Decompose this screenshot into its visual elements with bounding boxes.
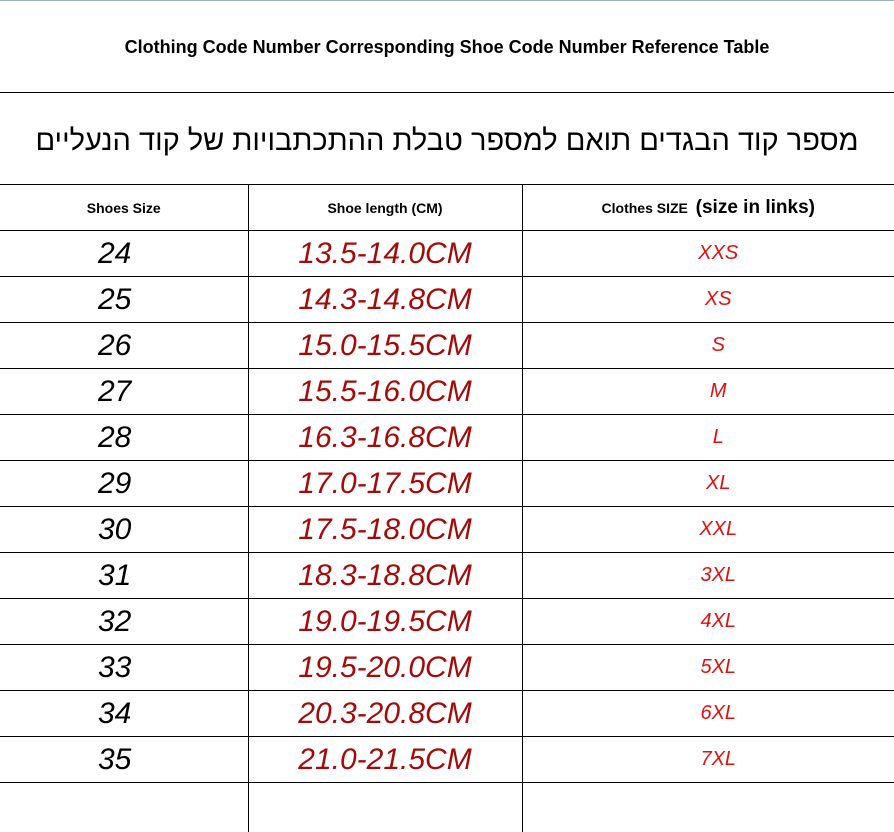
table-cell: S xyxy=(521,322,894,369)
table-cell: 13.5-14.0CM xyxy=(247,230,522,277)
header-note: (size in links) xyxy=(695,196,815,218)
table-cell: 19.5-20.0CM xyxy=(247,644,522,691)
table-cell: 15.5-16.0CM xyxy=(247,368,522,415)
size-table: Shoes Size Shoe length (CM) Clothes SIZE… xyxy=(0,185,894,832)
empty-cell xyxy=(247,782,522,832)
table-cell: 16.3-16.8CM xyxy=(247,414,522,461)
table-row: 26 15.0-15.5CM S xyxy=(0,322,894,369)
empty-row xyxy=(0,782,894,832)
table-cell: 25 xyxy=(0,276,248,323)
table-cell: 35 xyxy=(0,736,248,783)
table-cell: 5XL xyxy=(521,644,894,691)
table-row: 30 17.5-18.0CM XXL xyxy=(0,506,894,553)
table-cell: 29 xyxy=(0,460,248,507)
table-row: 28 16.3-16.8CM L xyxy=(0,414,894,461)
header-row: Shoes Size Shoe length (CM) Clothes SIZE… xyxy=(0,185,894,231)
table-cell: 24 xyxy=(0,230,248,277)
table-cell: 28 xyxy=(0,414,248,461)
table-cell: 15.0-15.5CM xyxy=(247,322,522,369)
table-row: 33 19.5-20.0CM 5XL xyxy=(0,644,894,691)
table-cell: L xyxy=(521,414,894,461)
subtitle: מספר קוד הבגדים תואם למספר טבלת ההתכתבוי… xyxy=(0,93,894,185)
header-text: Shoes Size xyxy=(86,199,161,216)
header-cell: Shoe length (CM) xyxy=(247,185,522,231)
table-cell: 17.5-18.0CM xyxy=(247,506,522,553)
table-cell: 30 xyxy=(0,506,248,553)
table-row: 27 15.5-16.0CM M xyxy=(0,368,894,415)
table-cell: 32 xyxy=(0,598,248,645)
title: Clothing Code Number Corresponding Shoe … xyxy=(0,1,894,93)
empty-cell xyxy=(521,782,894,832)
table-cell: 19.0-19.5CM xyxy=(247,598,522,645)
table-row: 35 21.0-21.5CM 7XL xyxy=(0,736,894,783)
table-row: 32 19.0-19.5CM 4XL xyxy=(0,598,894,645)
table-cell: 27 xyxy=(0,368,248,415)
table-cell: 26 xyxy=(0,322,248,369)
table-cell: 17.0-17.5CM xyxy=(247,460,522,507)
table-cell: 31 xyxy=(0,552,248,599)
table-cell: XL xyxy=(521,460,894,507)
table-cell: XXL xyxy=(521,506,894,553)
table-cell: 20.3-20.8CM xyxy=(247,690,522,737)
table-row: 29 17.0-17.5CM XL xyxy=(0,460,894,507)
header-cell: Clothes SIZE (size in links) xyxy=(521,185,894,231)
table-cell: 3XL xyxy=(521,552,894,599)
table-cell: 18.3-18.8CM xyxy=(247,552,522,599)
header-text: Clothes SIZE xyxy=(601,199,688,216)
table-row: 34 20.3-20.8CM 6XL xyxy=(0,690,894,737)
table-row: 24 13.5-14.0CM XXS xyxy=(0,230,894,277)
table-cell: 34 xyxy=(0,690,248,737)
table-cell: 14.3-14.8CM xyxy=(247,276,522,323)
empty-cell xyxy=(0,783,248,832)
table-cell: 4XL xyxy=(521,598,894,645)
table-row: 31 18.3-18.8CM 3XL xyxy=(0,552,894,599)
table-cell: 21.0-21.5CM xyxy=(247,736,522,783)
table-cell: 33 xyxy=(0,644,248,691)
table-cell: XXS xyxy=(521,230,894,277)
header-text: Shoe length (CM) xyxy=(327,199,443,216)
table-cell: XS xyxy=(521,276,894,323)
header-cell: Shoes Size xyxy=(0,185,248,231)
table-body: Shoes Size Shoe length (CM) Clothes SIZE… xyxy=(0,185,894,832)
table-cell: 7XL xyxy=(521,736,894,783)
table-row: 25 14.3-14.8CM XS xyxy=(0,276,894,323)
table-cell: 6XL xyxy=(521,690,894,737)
table-cell: M xyxy=(521,368,894,415)
